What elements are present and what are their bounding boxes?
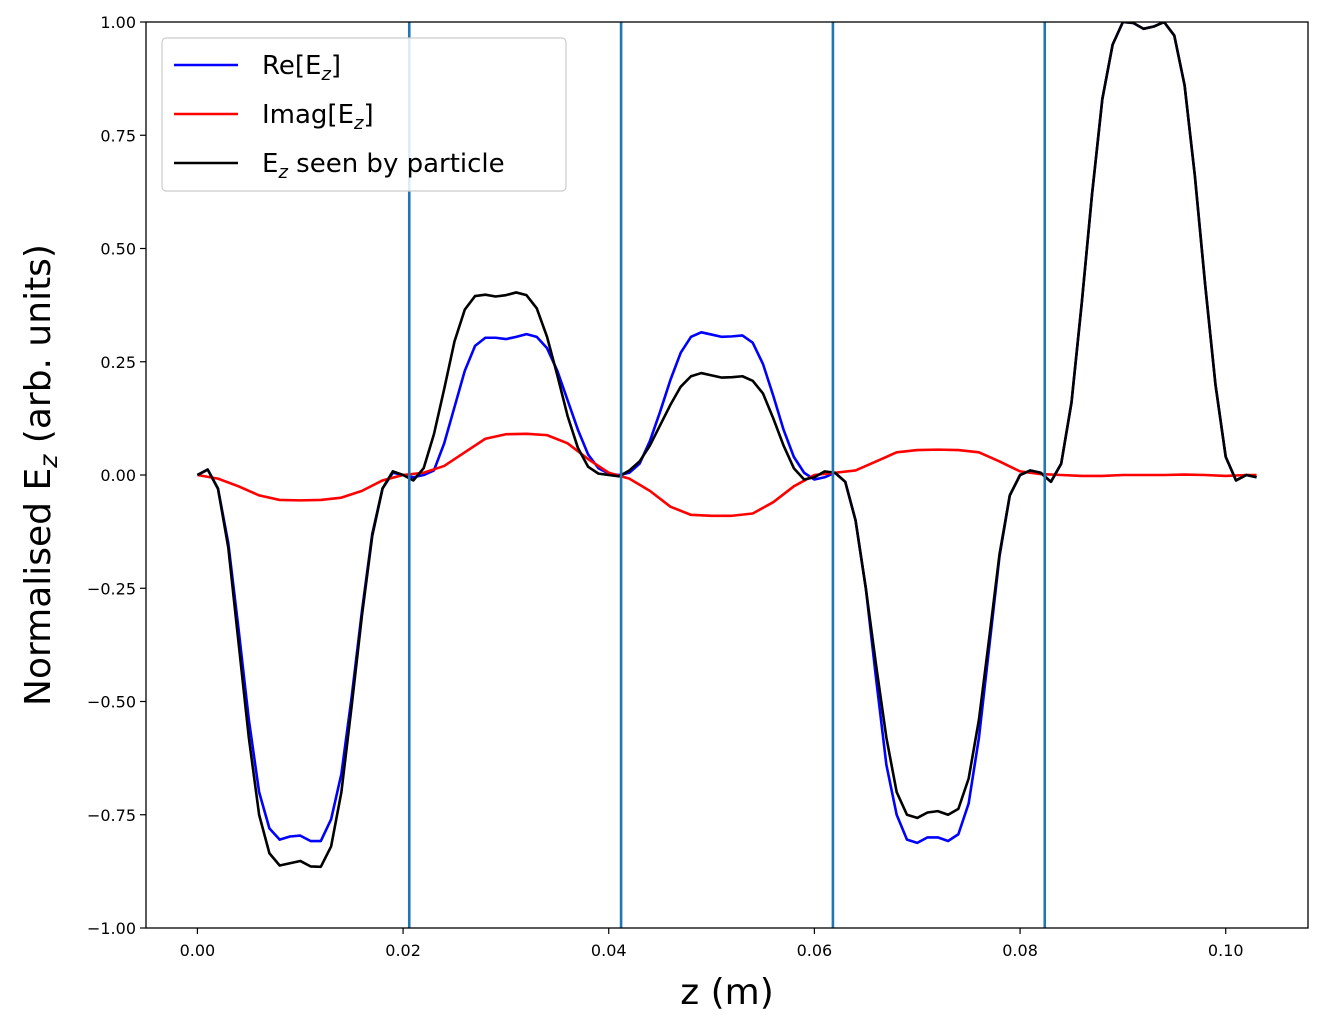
y-tick-label: 0.00: [100, 466, 136, 485]
x-tick-label: 0.00: [180, 941, 216, 960]
y-tick-label: 0.50: [100, 240, 136, 259]
y-axis-title: Normalised Ez (arb. units): [18, 244, 63, 706]
y-tick-label: −0.50: [87, 693, 136, 712]
x-tick-label: 0.08: [1002, 941, 1038, 960]
x-axis-title: z (m): [680, 972, 774, 1013]
legend-box: [161, 37, 567, 192]
y-tick-label: 0.75: [100, 126, 136, 145]
y-tick-label: 1.00: [100, 13, 136, 32]
legend-label-1: Imag[Ez]: [262, 100, 374, 134]
y-tick-label: −0.25: [87, 579, 136, 598]
x-tick-label: 0.06: [797, 941, 833, 960]
legend-label-2: Ez seen by particle: [262, 149, 505, 183]
y-tick-label: −1.00: [87, 919, 136, 938]
series-line-2: [196, 22, 1257, 869]
series-line-1: [197, 432, 1257, 518]
legend-label-0: Re[Ez]: [262, 51, 341, 85]
x-tick-label: 0.04: [591, 941, 627, 960]
y-tick-label: −0.75: [87, 806, 136, 825]
x-tick-label: 0.10: [1208, 941, 1244, 960]
legend: Re[Ez] Imag[Ez] Ez seen by particle: [161, 37, 567, 192]
x-tick-label: 0.02: [385, 941, 421, 960]
y-tick-label: 0.25: [100, 353, 136, 372]
